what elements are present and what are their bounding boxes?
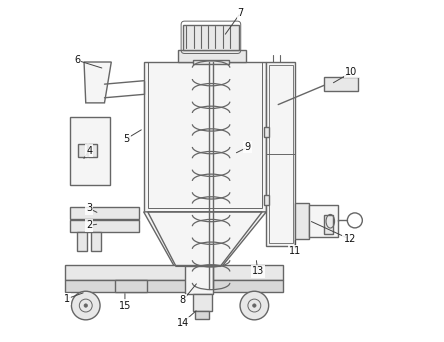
Text: 11: 11 [289,246,301,256]
Text: 15: 15 [119,301,131,311]
Text: 14: 14 [177,318,189,328]
Bar [266,62,295,246]
Polygon shape [144,212,266,266]
Bar [78,144,87,157]
Bar [185,266,214,294]
Bar [71,207,139,219]
Bar [88,144,97,157]
Bar [91,232,101,251]
Text: 10: 10 [345,67,357,77]
Bar [148,62,262,208]
Text: 4: 4 [86,146,92,156]
Text: 8: 8 [180,295,186,305]
Bar [195,311,209,319]
Bar [193,60,229,64]
Circle shape [253,304,256,307]
Text: 7: 7 [238,8,244,18]
Bar [77,232,87,251]
Bar [193,294,212,311]
Text: 1: 1 [64,294,70,304]
Circle shape [71,291,100,320]
Bar [65,280,283,292]
Bar [324,215,333,234]
Polygon shape [84,62,111,103]
Bar [144,62,266,212]
Circle shape [240,291,269,320]
Text: 12: 12 [344,234,356,244]
Bar [309,205,338,237]
Bar [178,50,246,62]
Bar [269,65,293,243]
Text: 5: 5 [123,134,130,144]
Text: 6: 6 [74,55,80,65]
Bar [65,265,283,280]
Bar [71,117,110,185]
Bar [71,220,139,232]
Text: 13: 13 [252,266,264,276]
Bar [264,195,269,205]
Text: 2: 2 [86,221,92,231]
Text: 9: 9 [245,142,250,152]
Circle shape [84,304,87,307]
Bar [115,280,147,292]
Bar [324,77,358,91]
Bar [264,127,269,137]
Bar [295,203,309,239]
Bar [183,25,239,50]
Text: 3: 3 [86,203,92,213]
